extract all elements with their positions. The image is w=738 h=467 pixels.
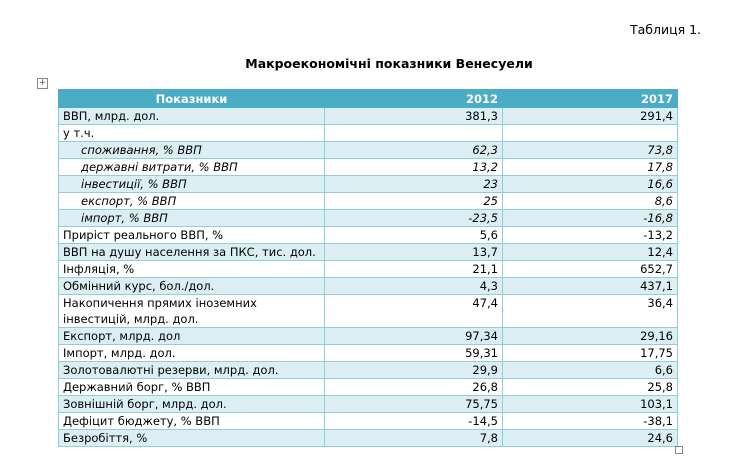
value-2012: 62,3 — [324, 141, 503, 159]
value-2017: 291,4 — [502, 107, 678, 125]
row-label: Інфляція, % — [58, 260, 325, 278]
row-label: споживання, % ВВП — [58, 141, 325, 159]
value-2012: 23 — [324, 175, 503, 193]
header-indicators: Показники — [58, 89, 325, 108]
value-2012 — [324, 124, 503, 142]
row-label: інвестиції, % ВВП — [58, 175, 325, 193]
value-2012: 13,2 — [324, 158, 503, 176]
table-row: ВВП на душу населення за ПКС, тис. дол. 1… — [58, 243, 678, 261]
table-row: Дефіцит бюджету, % ВВП -14,5 -38,1 — [58, 412, 678, 430]
table-title: Макроекономічні показники Венесуели — [245, 56, 533, 71]
row-label: державні витрати, % ВВП — [58, 158, 325, 176]
value-2012: 75,75 — [324, 395, 503, 413]
table-header-row: Показники 2012 2017 — [58, 89, 678, 108]
value-2017 — [502, 124, 678, 142]
value-2017: 29,16 — [502, 327, 678, 345]
table-caption: Таблиця 1. — [629, 22, 701, 37]
row-label: ВВП на душу населення за ПКС, тис. дол. — [58, 243, 325, 261]
row-label: Експорт, млрд. дол — [58, 327, 325, 345]
value-2017: 24,6 — [502, 429, 678, 447]
value-2012: 381,3 — [324, 107, 503, 125]
header-2012: 2012 — [324, 89, 503, 108]
table-row: Приріст реального ВВП, % 5,6 -13,2 — [58, 226, 678, 244]
table-row: державні витрати, % ВВП 13,2 17,8 — [58, 158, 678, 176]
table-row: Обмінний курс, бол./дол. 4,3 437,1 — [58, 277, 678, 295]
value-2017: 73,8 — [502, 141, 678, 159]
value-2017: 12,4 — [502, 243, 678, 261]
table-row: імпорт, % ВВП -23,5 -16,8 — [58, 209, 678, 227]
row-label: Накопичення прямих іноземних інвестицій,… — [58, 294, 325, 328]
value-2012: 97,34 — [324, 327, 503, 345]
row-label: Дефіцит бюджету, % ВВП — [58, 412, 325, 430]
value-2017: 17,8 — [502, 158, 678, 176]
value-2012: 21,1 — [324, 260, 503, 278]
table-row: Експорт, млрд. дол 97,34 29,16 — [58, 327, 678, 345]
value-2017: 8,6 — [502, 192, 678, 210]
value-2017: 652,7 — [502, 260, 678, 278]
table-row: Імпорт, млрд. дол. 59,31 17,75 — [58, 344, 678, 362]
macro-indicators-table: Показники 2012 2017 ВВП, млрд. дол. 381,3… — [58, 89, 678, 447]
table-row: споживання, % ВВП 62,3 73,8 — [58, 141, 678, 159]
table-row: у т.ч. — [58, 124, 678, 142]
row-label: у т.ч. — [58, 124, 325, 142]
table-resize-handle[interactable] — [675, 446, 683, 454]
value-2017: 437,1 — [502, 277, 678, 295]
value-2017: 6,6 — [502, 361, 678, 379]
value-2017: 17,75 — [502, 344, 678, 362]
table-row: Накопичення прямих іноземних інвестицій,… — [58, 294, 678, 328]
row-label: ВВП, млрд. дол. — [58, 107, 325, 125]
table-row: Інфляція, % 21,1 652,7 — [58, 260, 678, 278]
value-2017: -16,8 — [502, 209, 678, 227]
table-row: ВВП, млрд. дол. 381,3 291,4 — [58, 107, 678, 125]
value-2012: 5,6 — [324, 226, 503, 244]
table-row: Золотовалютні резерви, млрд. дол. 29,9 6,6 — [58, 361, 678, 379]
value-2012: 25 — [324, 192, 503, 210]
value-2017: -13,2 — [502, 226, 678, 244]
value-2012: 47,4 — [324, 294, 503, 328]
value-2012: -23,5 — [324, 209, 503, 227]
value-2012: -14,5 — [324, 412, 503, 430]
row-label: Зовнішній борг, млрд. дол. — [58, 395, 325, 413]
value-2012: 7,8 — [324, 429, 503, 447]
value-2012: 26,8 — [324, 378, 503, 396]
table-row: експорт, % ВВП 25 8,6 — [58, 192, 678, 210]
table-row: інвестиції, % ВВП 23 16,6 — [58, 175, 678, 193]
row-label: Обмінний курс, бол./дол. — [58, 277, 325, 295]
value-2017: 25,8 — [502, 378, 678, 396]
row-label: Приріст реального ВВП, % — [58, 226, 325, 244]
value-2017: 36,4 — [502, 294, 678, 328]
value-2017: 16,6 — [502, 175, 678, 193]
row-label: імпорт, % ВВП — [58, 209, 325, 227]
row-label: Безробіття, % — [58, 429, 325, 447]
row-label: Золотовалютні резерви, млрд. дол. — [58, 361, 325, 379]
row-label: експорт, % ВВП — [58, 192, 325, 210]
row-label: Імпорт, млрд. дол. — [58, 344, 325, 362]
table-row: Державний борг, % ВВП 26,8 25,8 — [58, 378, 678, 396]
value-2017: -38,1 — [502, 412, 678, 430]
value-2012: 13,7 — [324, 243, 503, 261]
value-2012: 59,31 — [324, 344, 503, 362]
table-row: Безробіття, % 7,8 24,6 — [58, 429, 678, 447]
row-label: Державний борг, % ВВП — [58, 378, 325, 396]
header-2017: 2017 — [502, 89, 678, 108]
value-2012: 29,9 — [324, 361, 503, 379]
value-2012: 4,3 — [324, 277, 503, 295]
value-2017: 103,1 — [502, 395, 678, 413]
table-move-handle-icon[interactable]: + — [37, 78, 48, 89]
table-row: Зовнішній борг, млрд. дол. 75,75 103,1 — [58, 395, 678, 413]
